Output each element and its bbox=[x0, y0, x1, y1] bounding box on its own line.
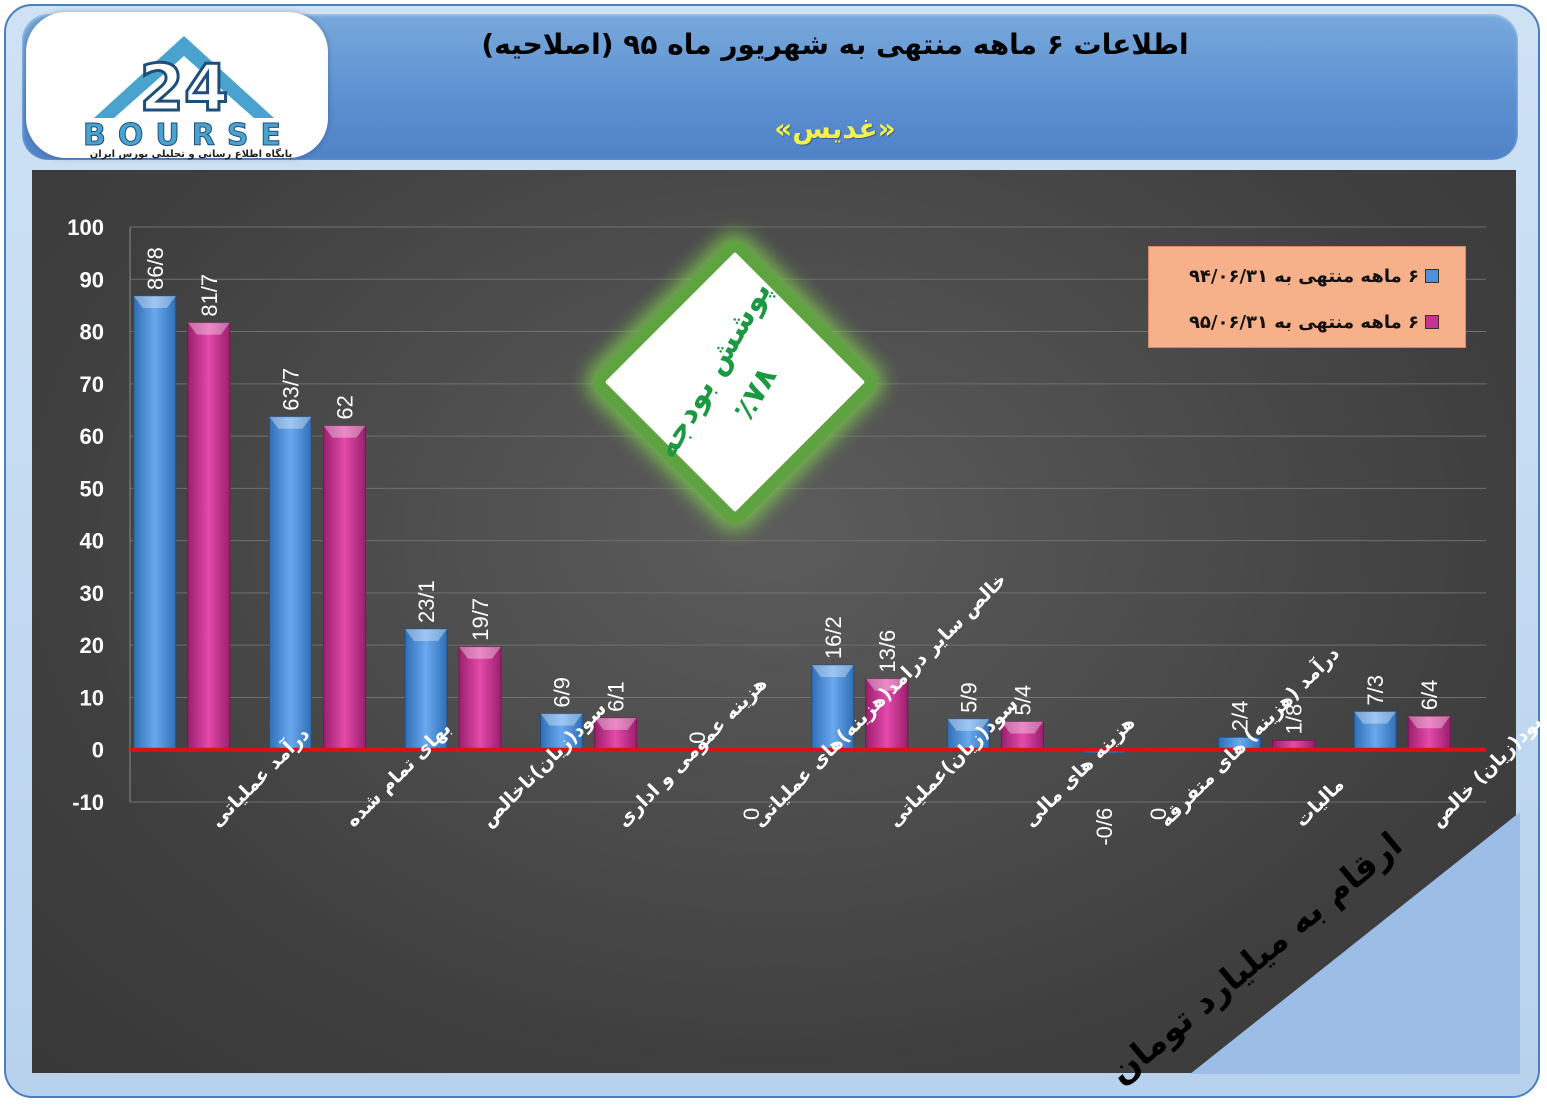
bar-bevel bbox=[1354, 711, 1397, 724]
bar-bevel bbox=[459, 646, 501, 659]
legend-swatch-1 bbox=[1425, 269, 1439, 283]
bar-series2 bbox=[1407, 715, 1451, 751]
data-label: 6/4 bbox=[1417, 680, 1442, 711]
company-name: «غدیس» bbox=[774, 112, 896, 145]
y-tick-label: 50 bbox=[80, 476, 104, 501]
bar-bevel bbox=[133, 296, 176, 308]
data-label: 16/2 bbox=[821, 616, 846, 659]
legend-item-1: ۶ ماهه منتهی به ۹۴/۰۶/۳۱ bbox=[1189, 261, 1439, 291]
data-label: 6/1 bbox=[604, 681, 629, 712]
bar-series1 bbox=[540, 713, 584, 751]
bar-bevel bbox=[1408, 716, 1451, 729]
data-labels: 86/8 81/7 63/7 62 23/1 19/7 6/9 6/1 0 0 16/2 13/6 5/… bbox=[143, 247, 1442, 845]
bar-series1 bbox=[404, 628, 448, 751]
y-tick-label: 80 bbox=[80, 320, 104, 345]
data-label: 0 bbox=[1146, 808, 1171, 820]
logo-mark-text: 24 bbox=[139, 52, 228, 120]
bar-bevel bbox=[187, 322, 230, 335]
bar-series2 bbox=[594, 717, 638, 751]
data-label: 63/7 bbox=[278, 368, 303, 411]
logo: 24 BOURSE پایگاه اطلاع رسانی و تحلیلی بو… bbox=[26, 12, 328, 160]
category-label: هزینه عمومی و اداری bbox=[613, 673, 772, 832]
data-label: 5/9 bbox=[956, 682, 981, 713]
y-tick-label: 0 bbox=[92, 738, 104, 763]
bar-series2 bbox=[187, 322, 231, 751]
bar-bevel bbox=[1001, 721, 1044, 734]
units-banner-shape bbox=[1190, 812, 1520, 1074]
bar-bevel bbox=[947, 718, 990, 731]
bar-series1 bbox=[133, 295, 177, 751]
data-label: 19/7 bbox=[468, 598, 493, 641]
legend-swatch-2 bbox=[1425, 315, 1439, 329]
data-label: 6/9 bbox=[550, 677, 575, 708]
bar-series2 bbox=[458, 646, 502, 751]
bar-bevel bbox=[540, 713, 583, 726]
data-label: 13/6 bbox=[875, 630, 900, 673]
y-tick-label: 10 bbox=[80, 685, 104, 710]
budget-text: پوشش بودجه ٪۷۸ bbox=[530, 177, 940, 587]
data-label: 5/4 bbox=[1010, 685, 1035, 716]
bar-series1 bbox=[811, 664, 855, 751]
bar-series1 bbox=[268, 416, 312, 751]
y-tick-label: 20 bbox=[80, 633, 104, 658]
bourse-24-logo-icon: 24 bbox=[94, 36, 274, 120]
y-tick-label: 90 bbox=[80, 267, 104, 292]
data-label: 81/7 bbox=[197, 274, 222, 317]
y-tick-label: 40 bbox=[80, 529, 104, 554]
y-tick-label: 70 bbox=[80, 372, 104, 397]
page-title: اطلاعات ۶ ماهه منتهی به شهریور ماه ۹۵ (ا… bbox=[481, 28, 1189, 61]
units-banner bbox=[1190, 812, 1520, 1074]
data-label: 62 bbox=[332, 395, 357, 419]
bar-series2 bbox=[322, 425, 366, 751]
bar-bevel bbox=[865, 678, 908, 691]
data-label: 0 bbox=[685, 731, 710, 743]
bar-bevel bbox=[269, 416, 312, 429]
bar-bevel bbox=[405, 628, 447, 641]
logo-subtitle: پایگاه اطلاع رسانی و تحلیلی بورس ایران bbox=[89, 149, 293, 160]
logo-wordmark: BOURSE bbox=[83, 118, 293, 154]
y-tick-label: -10 bbox=[72, 790, 104, 815]
bar-bevel bbox=[594, 717, 637, 730]
data-label: -0/6 bbox=[1092, 808, 1117, 846]
bars bbox=[130, 295, 1486, 754]
legend: ۶ ماهه منتهی به ۹۴/۰۶/۳۱ ۶ ماهه منتهی به… bbox=[1148, 246, 1466, 348]
legend-label-2: ۶ ماهه منتهی به ۹۵/۰۶/۳۱ bbox=[1188, 311, 1419, 333]
bar-series1 bbox=[946, 718, 990, 751]
data-label: 86/8 bbox=[143, 247, 168, 290]
y-tick-label: 30 bbox=[80, 581, 104, 606]
data-label: 7/3 bbox=[1363, 675, 1388, 706]
data-label: 0 bbox=[739, 808, 764, 820]
budget-coverage-badge: پوشش بودجه ٪۷۸ bbox=[585, 232, 885, 532]
bar-bevel bbox=[811, 665, 854, 678]
y-tick-label: 100 bbox=[67, 215, 104, 240]
legend-item-2: ۶ ماهه منتهی به ۹۵/۰۶/۳۱ bbox=[1189, 307, 1439, 337]
bar-bevel bbox=[323, 425, 366, 438]
data-label: 1/8 bbox=[1282, 704, 1307, 735]
data-label: 2/4 bbox=[1228, 701, 1253, 732]
data-label: 23/1 bbox=[414, 580, 439, 623]
y-tick-label: 60 bbox=[80, 424, 104, 449]
legend-label-1: ۶ ماهه منتهی به ۹۴/۰۶/۳۱ bbox=[1188, 265, 1419, 287]
bar-series1 bbox=[1353, 711, 1397, 751]
